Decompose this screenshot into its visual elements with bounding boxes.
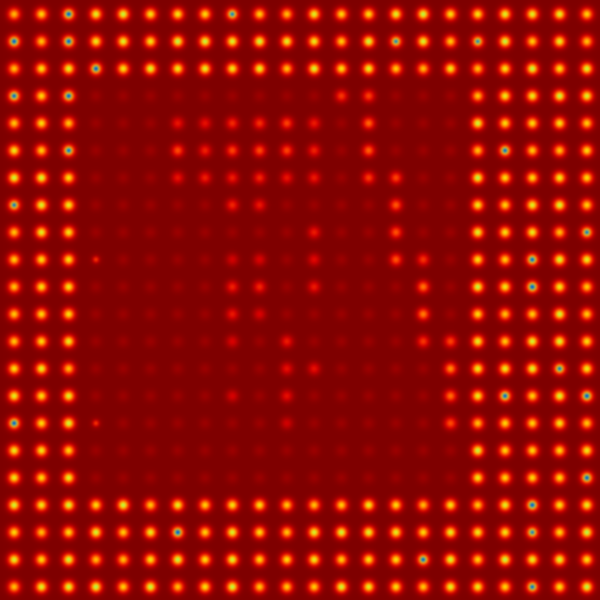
heatmap-image [0, 0, 600, 600]
heatmap-image-frame [0, 0, 600, 600]
